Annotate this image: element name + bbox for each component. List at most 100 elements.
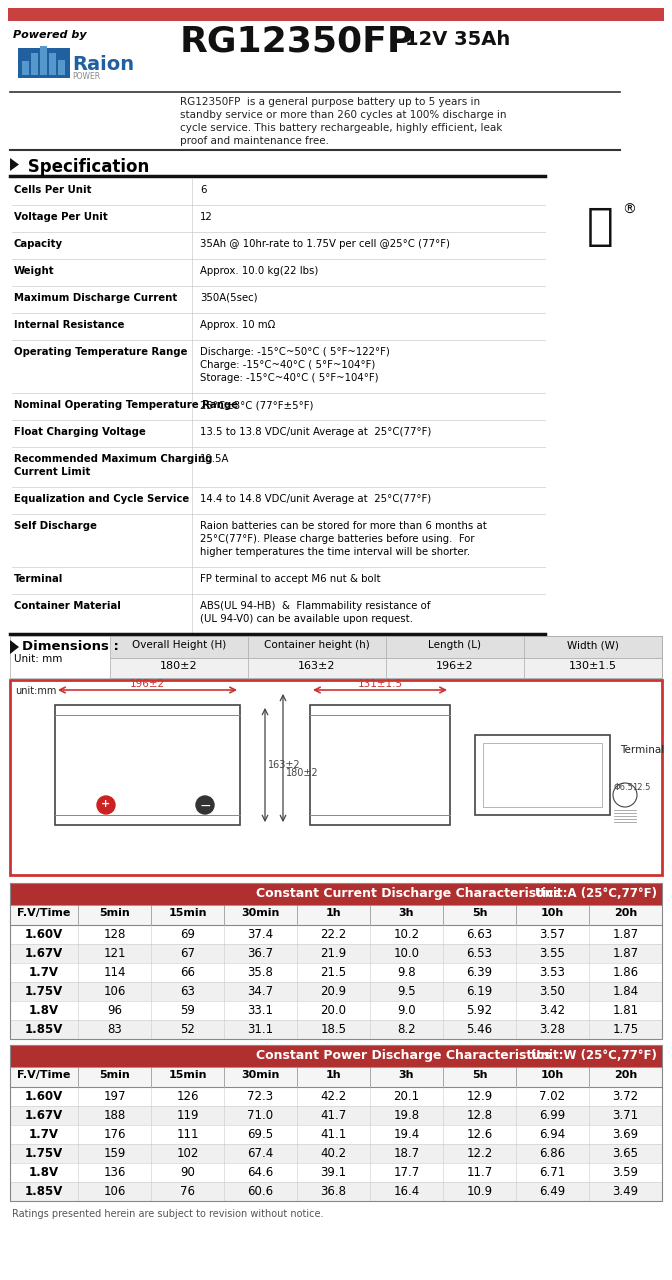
Text: 10.5A: 10.5A	[200, 454, 229, 463]
Bar	[8, 8, 664, 20]
Text: 36.8: 36.8	[321, 1185, 347, 1198]
Text: 3.59: 3.59	[612, 1166, 638, 1179]
Text: standby service or more than 260 cycles at 100% discharge in: standby service or more than 260 cycles …	[180, 110, 507, 120]
Text: 3h: 3h	[398, 1070, 414, 1080]
Text: 1.7V: 1.7V	[29, 1128, 59, 1140]
Text: Constant Power Discharge Characteristics: Constant Power Discharge Characteristics	[256, 1050, 551, 1062]
Text: Approx. 10.0 kg(22 lbs): Approx. 10.0 kg(22 lbs)	[200, 266, 319, 276]
Text: 22.2: 22.2	[321, 928, 347, 941]
Bar	[22, 61, 29, 76]
Text: Raion batteries can be stored for more than 6 months at: Raion batteries can be stored for more t…	[200, 521, 487, 531]
Text: 3.55: 3.55	[540, 947, 565, 960]
Bar	[10, 1106, 662, 1125]
Bar	[10, 1144, 662, 1164]
Text: 25°C±3°C (77°F±5°F): 25°C±3°C (77°F±5°F)	[200, 399, 314, 410]
Text: 119: 119	[176, 1108, 199, 1123]
Bar	[10, 1181, 662, 1201]
Text: 30min: 30min	[241, 908, 280, 918]
Bar	[212, 826, 230, 833]
Text: 20h: 20h	[614, 908, 637, 918]
Text: 1.8V: 1.8V	[29, 1004, 59, 1018]
Text: 6.71: 6.71	[540, 1166, 566, 1179]
Text: Unit:A (25°C,77°F): Unit:A (25°C,77°F)	[535, 887, 657, 900]
Text: 1.8V: 1.8V	[29, 1166, 59, 1179]
Text: 5.46: 5.46	[466, 1023, 493, 1036]
Text: ®: ®	[622, 204, 636, 218]
Text: 67: 67	[180, 947, 195, 960]
Text: Terminal: Terminal	[14, 573, 63, 584]
Text: 18.7: 18.7	[393, 1147, 419, 1160]
Text: 42.2: 42.2	[321, 1091, 347, 1103]
Bar	[65, 826, 83, 833]
Text: 1.86: 1.86	[612, 966, 638, 979]
Text: Raion: Raion	[72, 55, 134, 74]
Text: 12: 12	[200, 212, 213, 221]
Text: Nominal Operating Temperature Range: Nominal Operating Temperature Range	[14, 399, 238, 410]
Text: Float Charging Voltage: Float Charging Voltage	[14, 428, 146, 436]
Text: 35.8: 35.8	[247, 966, 274, 979]
Text: 3.72: 3.72	[612, 1091, 638, 1103]
Text: +: +	[101, 799, 110, 809]
Text: Discharge: -15°C~50°C ( 5°F~122°F): Discharge: -15°C~50°C ( 5°F~122°F)	[200, 347, 390, 357]
Text: 106: 106	[103, 986, 126, 998]
Text: Equalization and Cycle Service: Equalization and Cycle Service	[14, 494, 189, 504]
Text: 37.4: 37.4	[247, 928, 274, 941]
Text: 6.99: 6.99	[540, 1108, 566, 1123]
Text: proof and maintenance free.: proof and maintenance free.	[180, 136, 329, 146]
Bar	[475, 735, 610, 815]
Text: 8.2: 8.2	[397, 1023, 416, 1036]
Bar	[110, 636, 662, 658]
Text: 12.6: 12.6	[466, 1128, 493, 1140]
Bar	[49, 52, 56, 76]
Text: 3.50: 3.50	[540, 986, 565, 998]
Text: 1h: 1h	[326, 1070, 341, 1080]
Text: 52: 52	[180, 1023, 195, 1036]
Text: 6.53: 6.53	[466, 947, 493, 960]
Text: 102: 102	[176, 1147, 199, 1160]
Text: 19.4: 19.4	[393, 1128, 419, 1140]
Text: 176: 176	[103, 1128, 126, 1140]
Text: 10.9: 10.9	[466, 1185, 493, 1198]
Text: Voltage Per Unit: Voltage Per Unit	[14, 212, 108, 221]
Bar	[550, 739, 575, 744]
Text: 5.92: 5.92	[466, 1004, 493, 1018]
Text: 67.4: 67.4	[247, 1147, 274, 1160]
Bar	[10, 883, 662, 905]
Text: 96: 96	[107, 1004, 122, 1018]
Polygon shape	[10, 640, 19, 654]
Bar	[31, 52, 38, 76]
Text: 33.1: 33.1	[247, 1004, 274, 1018]
Text: 6.49: 6.49	[540, 1185, 566, 1198]
Text: 9.5: 9.5	[397, 986, 416, 998]
Text: Width (W): Width (W)	[567, 640, 619, 650]
Text: 1.85V: 1.85V	[25, 1023, 63, 1036]
Text: 30min: 30min	[241, 1070, 280, 1080]
Text: 5h: 5h	[472, 908, 487, 918]
Text: Ratings presented herein are subject to revision without notice.: Ratings presented herein are subject to …	[12, 1210, 323, 1219]
Text: 12.8: 12.8	[466, 1108, 493, 1123]
Text: 15min: 15min	[168, 908, 207, 918]
Text: 1.60V: 1.60V	[25, 1091, 63, 1103]
Text: (UL 94-V0) can be available upon request.: (UL 94-V0) can be available upon request…	[200, 614, 413, 623]
Text: 1.67V: 1.67V	[25, 947, 63, 960]
Text: 35Ah @ 10hr-rate to 1.75V per cell @25°C (77°F): 35Ah @ 10hr-rate to 1.75V per cell @25°C…	[200, 239, 450, 250]
Text: 131±1.5: 131±1.5	[358, 678, 403, 689]
Bar	[320, 826, 338, 833]
Text: Powered by: Powered by	[13, 29, 87, 40]
Text: 19.8: 19.8	[393, 1108, 419, 1123]
Text: 3.65: 3.65	[612, 1147, 638, 1160]
Text: Dimensions :: Dimensions :	[22, 640, 119, 653]
Text: Approx. 10 mΩ: Approx. 10 mΩ	[200, 320, 276, 330]
Bar	[10, 636, 662, 678]
Bar	[10, 982, 662, 1001]
Text: Self Discharge: Self Discharge	[14, 521, 97, 531]
Text: 20.1: 20.1	[393, 1091, 419, 1103]
Text: 3h: 3h	[398, 908, 414, 918]
Text: 9.8: 9.8	[397, 966, 416, 979]
Text: Cells Per Unit: Cells Per Unit	[14, 186, 91, 195]
Text: 1.75V: 1.75V	[25, 986, 63, 998]
Text: 20.9: 20.9	[321, 986, 347, 998]
Text: 10.0: 10.0	[394, 947, 419, 960]
Text: 1.87: 1.87	[612, 928, 638, 941]
Text: 5min: 5min	[99, 1070, 130, 1080]
